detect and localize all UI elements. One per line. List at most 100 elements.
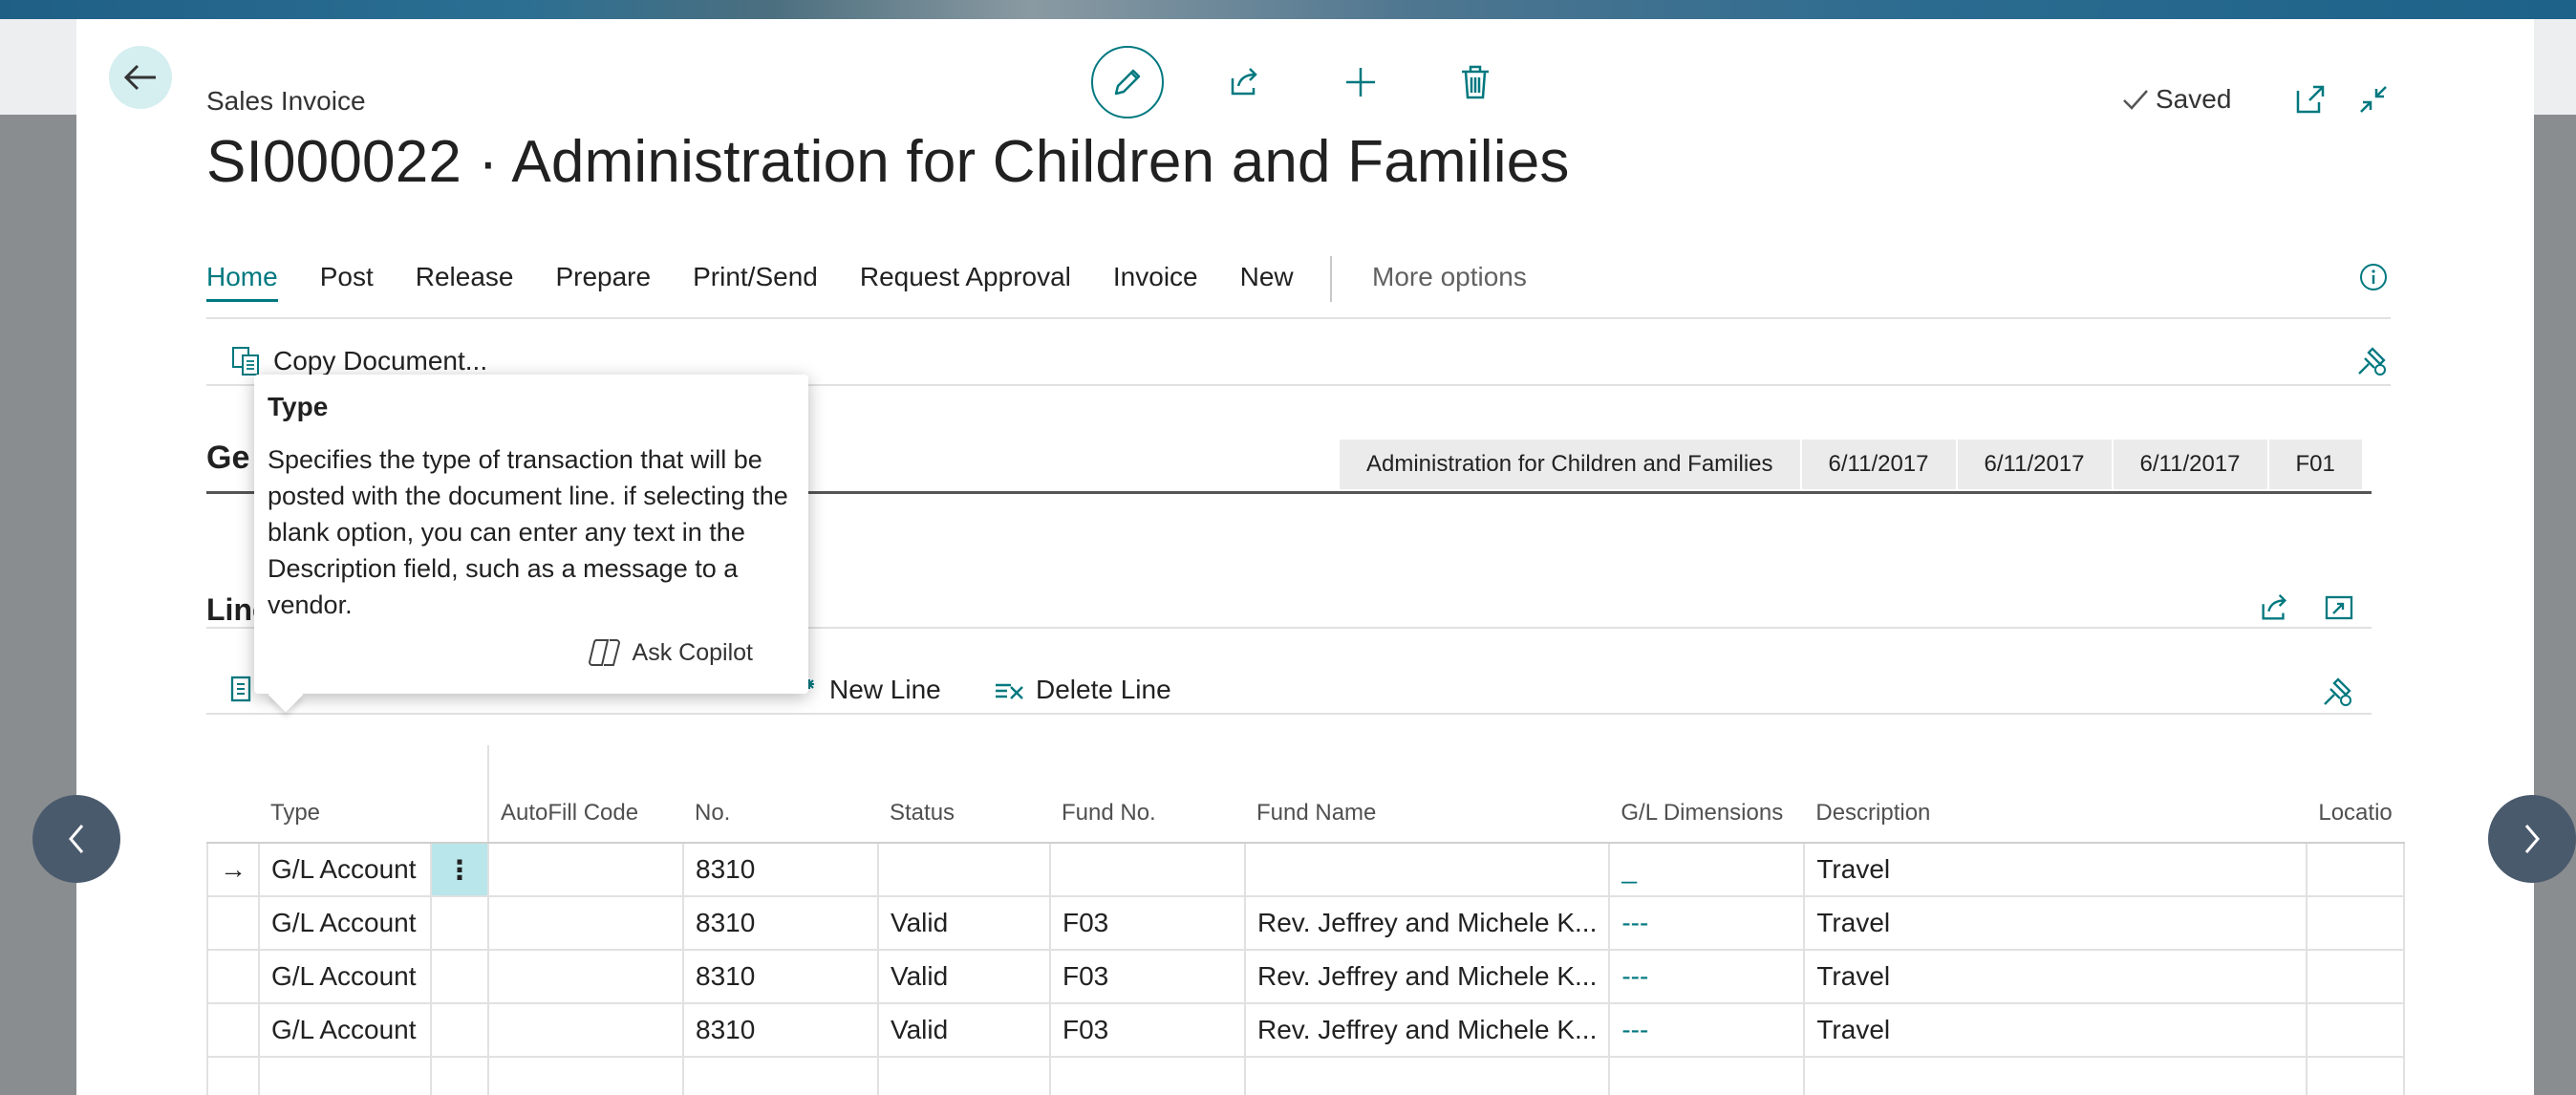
row-menu-cell[interactable] [430,949,489,1004]
back-icon [123,64,156,91]
info-button[interactable] [2354,258,2393,296]
share-button[interactable] [1225,63,1263,101]
table-row[interactable]: G/L Account 8310 Valid F03 Rev. Jeffrey … [206,895,2405,951]
cell-autofill-code[interactable] [487,895,684,951]
col-fund-name[interactable]: Fund Name [1245,745,1610,844]
summary-date-1: 6/11/2017 [1802,440,1958,489]
tab-post[interactable]: Post [319,262,374,291]
next-record-button[interactable] [2488,795,2576,883]
cell-gl-dimensions[interactable]: --- [1608,895,1806,951]
cell-fund-no[interactable]: F03 [1049,895,1246,951]
cell-fund-name[interactable]: Rev. Jeffrey and Michele K... [1243,1002,1611,1058]
col-location[interactable]: Locatio [2307,745,2404,844]
cell-type[interactable]: G/L Account [258,895,432,951]
cell-description[interactable] [1803,1056,2308,1095]
cell-no[interactable] [682,1056,879,1095]
col-description[interactable]: Description [1804,745,2308,844]
saved-status: Saved [2121,84,2231,115]
cell-status[interactable] [877,842,1051,897]
lines-share-button[interactable] [2255,589,2293,627]
cell-type[interactable]: G/L Account [258,949,432,1004]
cell-location[interactable] [2306,1056,2405,1095]
row-selector[interactable] [206,1056,260,1095]
cell-gl-dimensions[interactable]: --- [1608,949,1806,1004]
tab-print-send[interactable]: Print/Send [693,262,818,291]
cell-gl-dimensions[interactable]: _ [1608,842,1806,897]
cell-status[interactable]: Valid [877,949,1051,1004]
cell-autofill-code[interactable] [487,1002,684,1058]
tab-request-approval[interactable]: Request Approval [859,262,1071,291]
cell-description[interactable]: Travel [1803,1002,2308,1058]
delete-button[interactable] [1456,63,1494,101]
cell-location[interactable] [2306,895,2405,951]
edit-button[interactable] [1091,46,1164,118]
collapse-button[interactable] [2354,80,2393,118]
table-row[interactable]: G/L Account 8310 Valid F03 Rev. Jeffrey … [206,949,2405,1004]
cell-status[interactable]: Valid [877,1002,1051,1058]
lines-pin-button[interactable] [2318,673,2356,711]
cell-location[interactable] [2306,1002,2405,1058]
cell-fund-name[interactable]: Rev. Jeffrey and Michele K... [1243,895,1611,951]
tab-invoice[interactable]: Invoice [1112,262,1198,291]
table-row-empty[interactable] [206,1056,2405,1095]
cell-fund-no[interactable]: F03 [1049,1002,1246,1058]
more-options-button[interactable]: More options [1372,262,1527,291]
col-fund-no[interactable]: Fund No. [1050,745,1245,844]
cell-status[interactable]: Valid [877,895,1051,951]
row-menu-cell[interactable] [430,1056,489,1095]
tab-home[interactable]: Home [206,262,278,302]
cell-no[interactable]: 8310 [682,842,879,897]
row-selector[interactable] [206,1002,260,1058]
col-status[interactable]: Status [878,745,1050,844]
cell-fund-name[interactable] [1243,842,1611,897]
col-type[interactable]: Type [259,745,431,844]
row-selector[interactable] [206,949,260,1004]
cell-description[interactable]: Travel [1803,895,2308,951]
cell-no[interactable]: 8310 [682,895,879,951]
back-button[interactable] [109,46,172,109]
row-menu-cell[interactable] [430,895,489,951]
pin-actions-button[interactable] [2352,342,2391,380]
cell-type[interactable]: G/L Account [258,1002,432,1058]
general-section-heading[interactable]: Ge [206,440,250,476]
cell-type[interactable]: G/L Account [258,842,432,897]
col-no[interactable]: No. [683,745,878,844]
cell-status[interactable] [877,1056,1051,1095]
cell-location[interactable] [2306,949,2405,1004]
cell-no[interactable]: 8310 [682,949,879,1004]
copy-document-button[interactable]: Copy Document... [231,346,487,376]
ask-copilot-button[interactable]: Ask Copilot [587,636,753,669]
cell-fund-no[interactable]: F03 [1049,949,1246,1004]
cell-autofill-code[interactable] [487,1056,684,1095]
cell-autofill-code[interactable] [487,842,684,897]
tab-prepare[interactable]: Prepare [555,262,652,291]
row-menu-cell[interactable] [430,1002,489,1058]
cell-gl-dimensions[interactable]: --- [1608,1002,1806,1058]
table-row[interactable]: G/L Account 8310 Valid F03 Rev. Jeffrey … [206,1002,2405,1058]
cell-autofill-code[interactable] [487,949,684,1004]
row-selector[interactable] [206,895,260,951]
lines-expand-button[interactable] [2320,589,2358,627]
table-row[interactable]: → G/L Account ⋮ 8310 _ Travel [206,842,2405,897]
add-button[interactable] [1342,63,1380,101]
previous-record-button[interactable] [32,795,120,883]
tab-release[interactable]: Release [415,262,514,291]
tab-new[interactable]: New [1239,262,1294,291]
cell-fund-no[interactable] [1049,1056,1246,1095]
row-menu-button[interactable]: ⋮ [430,842,489,897]
cell-no[interactable]: 8310 [682,1002,879,1058]
cell-type[interactable] [258,1056,432,1095]
cell-description[interactable]: Travel [1803,949,2308,1004]
cell-fund-no[interactable] [1049,842,1246,897]
cell-gl-dimensions[interactable] [1608,1056,1806,1095]
lines-manage-button[interactable] [229,675,256,703]
new-line-button[interactable]: New Line [799,675,941,705]
open-new-window-button[interactable] [2291,80,2329,118]
cell-fund-name[interactable]: Rev. Jeffrey and Michele K... [1243,949,1611,1004]
cell-location[interactable] [2306,842,2405,897]
cell-fund-name[interactable] [1243,1056,1611,1095]
col-autofill-code[interactable]: AutoFill Code [488,745,683,844]
col-gl-dimensions[interactable]: G/L Dimensions [1609,745,1805,844]
cell-description[interactable]: Travel [1803,842,2308,897]
delete-line-button[interactable]: Delete Line [994,675,1171,705]
